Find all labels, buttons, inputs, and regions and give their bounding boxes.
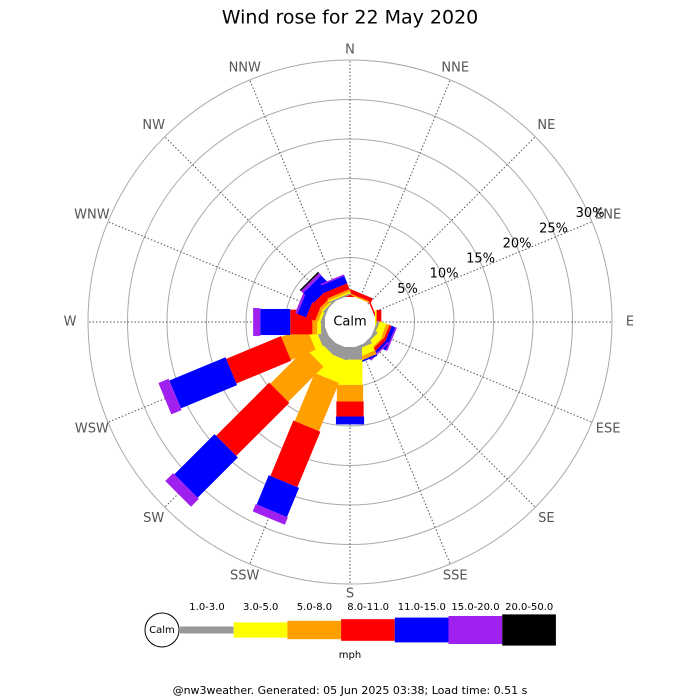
direction-label: W: [64, 315, 77, 330]
r-tick-label: 10%: [430, 267, 459, 282]
bar-segment: [321, 275, 348, 293]
bar-segment: [226, 336, 292, 384]
units-label: mph: [339, 650, 361, 661]
legend-label: 5.0-8.0: [297, 602, 332, 613]
legend-swatch: [394, 617, 449, 643]
legend-label: 3.0-5.0: [243, 602, 278, 613]
direction-label: ESE: [596, 421, 621, 436]
direction-label: NE: [537, 118, 555, 133]
grid-ring: [206, 178, 494, 466]
bar-segment: [158, 378, 182, 415]
direction-label: WSW: [75, 421, 109, 436]
bar-segment: [294, 289, 307, 314]
legend-swatch: [341, 619, 395, 641]
bar-segment: [270, 420, 321, 488]
bar-segment: [253, 308, 261, 336]
bar-segment: [349, 289, 373, 303]
bar-segment: [270, 348, 324, 402]
legend-swatch: [287, 620, 342, 640]
direction-label: S: [346, 587, 354, 602]
bar-segment: [336, 384, 364, 402]
spoke: [164, 136, 333, 305]
legend-swatch: [180, 626, 234, 634]
direction-label: SE: [538, 511, 554, 526]
legend-swatch: [448, 616, 503, 644]
bar-segment: [338, 294, 362, 297]
direction-label: SW: [143, 511, 164, 526]
legend-calm: [144, 612, 180, 648]
spoke: [107, 221, 328, 313]
spoke: [372, 221, 593, 313]
spoke: [359, 344, 451, 565]
bar-segment: [348, 292, 372, 304]
bar-segment: [385, 327, 397, 352]
chart-title: Wind rose for 22 May 2020: [222, 7, 479, 29]
direction-label: NNW: [229, 60, 261, 75]
bar-segment: [335, 416, 365, 425]
direction-label: N: [345, 43, 355, 58]
grid-ring: [87, 59, 613, 585]
legend-label: 8.0-11.0: [347, 602, 389, 613]
bar-segment: [324, 283, 350, 299]
bar-segment: [303, 275, 332, 304]
r-tick-label: 30%: [576, 206, 605, 221]
bar-segment: [165, 473, 199, 507]
legend-calm-label: Calm: [149, 625, 175, 636]
direction-label: ENE: [595, 208, 621, 223]
bar-segment: [252, 504, 288, 525]
calm-circle: [325, 297, 375, 347]
legend-label: 11.0-15.0: [398, 602, 446, 613]
r-tick-label: 5%: [397, 282, 418, 297]
bar-segment: [256, 475, 300, 518]
direction-label: NW: [142, 118, 165, 133]
legend-swatch: [233, 622, 288, 638]
bar-segment: [260, 308, 291, 336]
bar-segment: [294, 372, 339, 432]
footer: @nw3weather. Generated: 05 Jun 2025 03:3…: [173, 684, 528, 697]
direction-label: SSE: [443, 569, 468, 584]
spoke: [359, 79, 451, 300]
bar-segment: [327, 289, 351, 301]
r-tick-label: 15%: [466, 252, 495, 267]
spoke: [249, 79, 341, 300]
r-tick-label: 25%: [539, 221, 568, 236]
calm-label: Calm: [333, 315, 366, 330]
legend-swatch: [502, 614, 556, 646]
spoke: [367, 339, 536, 508]
spoke: [367, 136, 536, 305]
legend-label: 1.0-3.0: [189, 602, 224, 613]
bar-segment: [174, 434, 238, 498]
bar-segment: [328, 292, 352, 304]
bar-segment: [169, 357, 238, 409]
bar-segment: [300, 272, 322, 294]
bar-segment: [328, 291, 351, 303]
grid-ring: [245, 217, 455, 427]
direction-label: E: [626, 315, 634, 330]
direction-label: NNE: [441, 60, 469, 75]
bar-segment: [216, 382, 290, 456]
bar-segment: [336, 401, 364, 417]
direction-label: SSW: [230, 569, 260, 584]
legend-label: 15.0-20.0: [451, 602, 499, 613]
direction-label: WNW: [74, 208, 110, 223]
legend-label: 20.0-50.0: [505, 602, 553, 613]
spoke: [372, 331, 593, 423]
r-tick-label: 20%: [503, 236, 532, 251]
bar-segment: [299, 271, 320, 292]
bar-segment: [320, 274, 345, 286]
